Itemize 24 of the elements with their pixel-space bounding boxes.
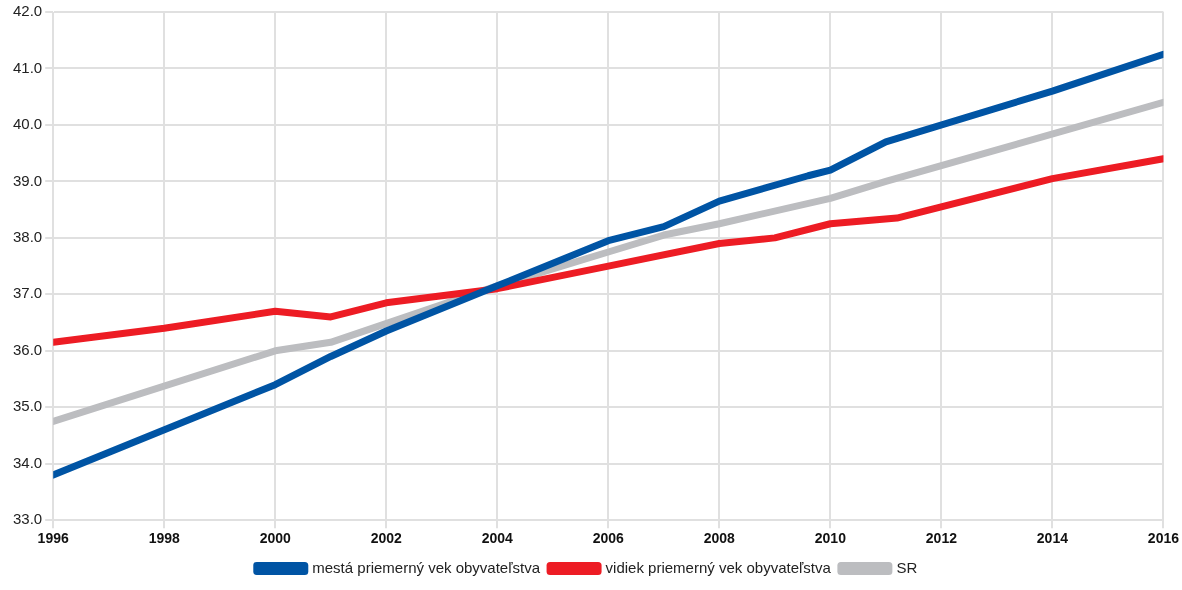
x-tick-label: 1996 <box>37 530 69 547</box>
y-tick-label: 38.0 <box>12 228 43 246</box>
y-tick-label: 40.0 <box>12 115 43 133</box>
y-tick-label: 36.0 <box>12 340 43 358</box>
legend-label: mestá priemerný vek obyvateľstva <box>312 558 541 576</box>
x-tick-label: 1998 <box>148 530 180 547</box>
x-tick-label: 2008 <box>703 530 736 547</box>
x-tick-label: 2010 <box>814 530 847 547</box>
y-tick-label: 35.0 <box>12 397 43 415</box>
x-tick-label: 2012 <box>925 530 958 547</box>
x-tick-label: 2014 <box>1036 530 1069 547</box>
x-tick-label: 2016 <box>1147 530 1180 547</box>
x-tick-label: 2000 <box>259 530 292 547</box>
y-tick-label: 33.0 <box>12 510 43 528</box>
x-tick-label: 2002 <box>370 530 403 547</box>
y-tick-label: 37.0 <box>12 284 43 302</box>
y-tick-label: 42.0 <box>12 2 43 20</box>
x-tick-label: 2006 <box>592 530 625 547</box>
legend-label: vidiek priemerný vek obyvateľstva <box>605 558 832 576</box>
y-tick-label: 39.0 <box>12 171 43 189</box>
x-tick-label: 2004 <box>481 530 514 547</box>
y-tick-label: 41.0 <box>12 58 43 76</box>
y-tick-label: 34.0 <box>12 453 43 471</box>
legend-label: SR <box>896 558 918 576</box>
